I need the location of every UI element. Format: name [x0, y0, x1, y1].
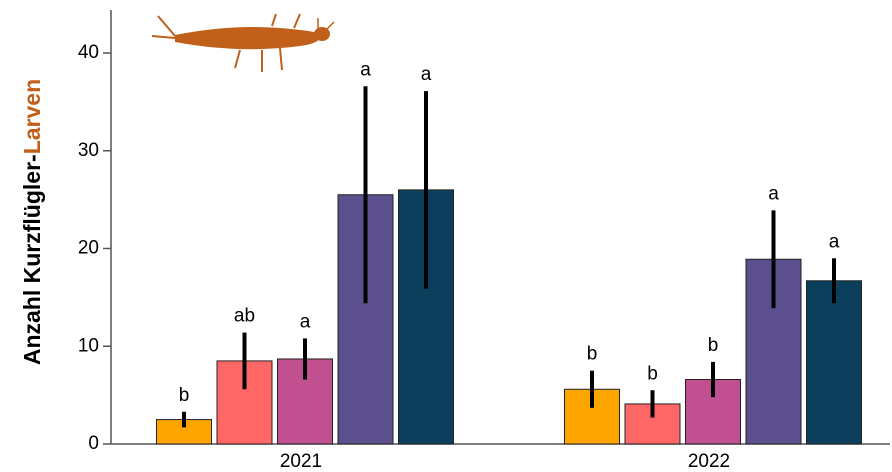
significance-label: a — [360, 59, 371, 80]
y-axis-label-part: Anzahl Kurzflügler- — [19, 154, 45, 365]
y-axis-label-highlight: Larven — [19, 79, 45, 154]
x-tick-label: 2022 — [688, 451, 730, 472]
significance-label: a — [421, 64, 432, 85]
significance-label: b — [647, 363, 658, 384]
y-axis-label: Anzahl Kurzflügler-Larven — [19, 79, 45, 365]
bar — [216, 360, 273, 445]
significance-label: a — [829, 231, 840, 252]
significance-label: ab — [234, 306, 255, 327]
significance-label: b — [708, 335, 719, 356]
y-tick-label: 30 — [78, 140, 99, 161]
y-tick-label: 20 — [78, 238, 99, 259]
x-tick-label: 2021 — [280, 451, 322, 472]
significance-label: b — [587, 344, 598, 365]
significance-label: b — [179, 385, 190, 406]
bar — [564, 388, 620, 445]
beetle-larva-icon — [151, 13, 335, 72]
bar — [806, 280, 862, 445]
y-tick-label: 40 — [78, 42, 99, 63]
y-tick-label: 0 — [88, 433, 99, 454]
significance-label: a — [768, 183, 779, 204]
y-tick-label: 10 — [78, 335, 99, 356]
significance-label: a — [300, 311, 311, 332]
